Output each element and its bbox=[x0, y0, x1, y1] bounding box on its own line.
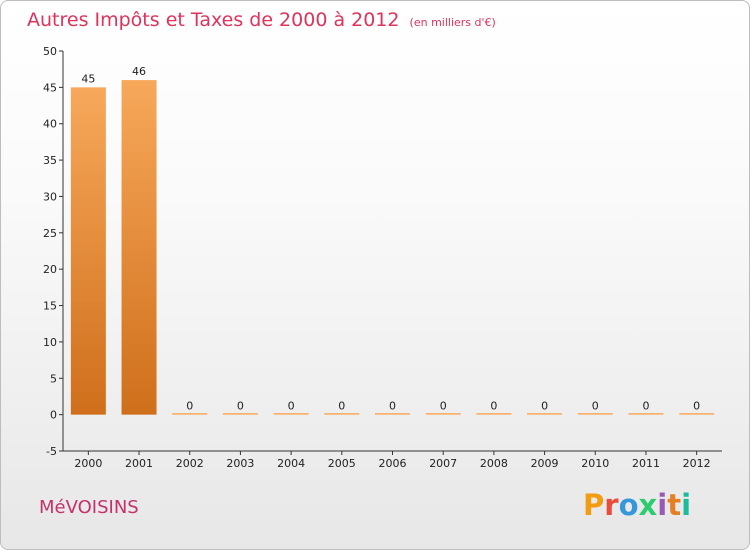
chart-subtitle: (en milliers d'€) bbox=[409, 16, 496, 29]
data-label-2005: 0 bbox=[338, 400, 345, 413]
logo-letter: x bbox=[638, 488, 658, 522]
x-tick-label: 2011 bbox=[632, 457, 660, 470]
x-tick-label: 2008 bbox=[480, 457, 508, 470]
logo-letter: t bbox=[667, 488, 682, 522]
y-tick-label: 15 bbox=[43, 300, 57, 313]
bar-2001 bbox=[121, 80, 157, 415]
x-tick-label: 2002 bbox=[176, 457, 204, 470]
data-label-2006: 0 bbox=[389, 400, 396, 413]
x-tick-label: 2005 bbox=[328, 457, 356, 470]
y-tick-label: 5 bbox=[50, 372, 57, 385]
x-tick-label: 2007 bbox=[429, 457, 457, 470]
commune-name: MéVOISINS bbox=[39, 497, 139, 518]
chart-title: Autres Impôts et Taxes de 2000 à 2012 (e… bbox=[27, 9, 496, 31]
data-label-2000: 45 bbox=[81, 72, 95, 85]
data-label-2002: 0 bbox=[186, 400, 193, 413]
data-label-2008: 0 bbox=[490, 400, 497, 413]
logo-letter: o bbox=[618, 488, 639, 522]
bar-2005 bbox=[324, 413, 360, 415]
y-tick-label: 20 bbox=[43, 263, 57, 276]
bar-2002 bbox=[172, 413, 208, 415]
x-tick-label: 2001 bbox=[125, 457, 153, 470]
x-tick-label: 2012 bbox=[683, 457, 711, 470]
y-tick-label: 25 bbox=[43, 227, 57, 240]
y-tick-label: 45 bbox=[43, 81, 57, 94]
data-label-2003: 0 bbox=[237, 400, 244, 413]
y-tick-label: 0 bbox=[50, 409, 57, 422]
x-tick-label: 2010 bbox=[581, 457, 609, 470]
logo-letter: r bbox=[604, 488, 619, 522]
data-label-2012: 0 bbox=[693, 400, 700, 413]
data-label-2010: 0 bbox=[592, 400, 599, 413]
y-tick-label: 35 bbox=[43, 154, 57, 167]
bar-2011 bbox=[628, 413, 664, 415]
bar-2012 bbox=[679, 413, 715, 415]
chart-title-text: Autres Impôts et Taxes de 2000 à 2012 bbox=[27, 9, 400, 31]
data-label-2007: 0 bbox=[440, 400, 447, 413]
proxiti-logo[interactable]: Proxiti bbox=[583, 488, 691, 522]
logo-letter: i bbox=[681, 488, 692, 522]
y-tick-label: -5 bbox=[46, 445, 57, 458]
data-label-2011: 0 bbox=[642, 400, 649, 413]
bar-2004 bbox=[273, 413, 309, 415]
data-label-2004: 0 bbox=[288, 400, 295, 413]
logo-letter: P bbox=[583, 488, 605, 522]
bar-2003 bbox=[222, 413, 258, 415]
bar-2009 bbox=[527, 413, 563, 415]
bar-2006 bbox=[375, 413, 410, 415]
bar-2007 bbox=[425, 413, 461, 415]
data-label-2009: 0 bbox=[541, 400, 548, 413]
data-label-2001: 46 bbox=[132, 65, 146, 78]
x-tick-label: 2006 bbox=[379, 457, 407, 470]
bar-2008 bbox=[476, 413, 512, 415]
y-tick-label: 50 bbox=[43, 45, 57, 58]
x-tick-label: 2000 bbox=[74, 457, 102, 470]
x-tick-label: 2009 bbox=[531, 457, 559, 470]
bar-2010 bbox=[577, 413, 613, 415]
logo-letter: i bbox=[657, 488, 668, 522]
y-tick-label: 10 bbox=[43, 336, 57, 349]
y-tick-label: 40 bbox=[43, 118, 57, 131]
y-tick-label: 30 bbox=[43, 190, 57, 203]
bar-2000 bbox=[70, 87, 106, 415]
x-tick-label: 2003 bbox=[226, 457, 254, 470]
x-tick-label: 2004 bbox=[277, 457, 305, 470]
